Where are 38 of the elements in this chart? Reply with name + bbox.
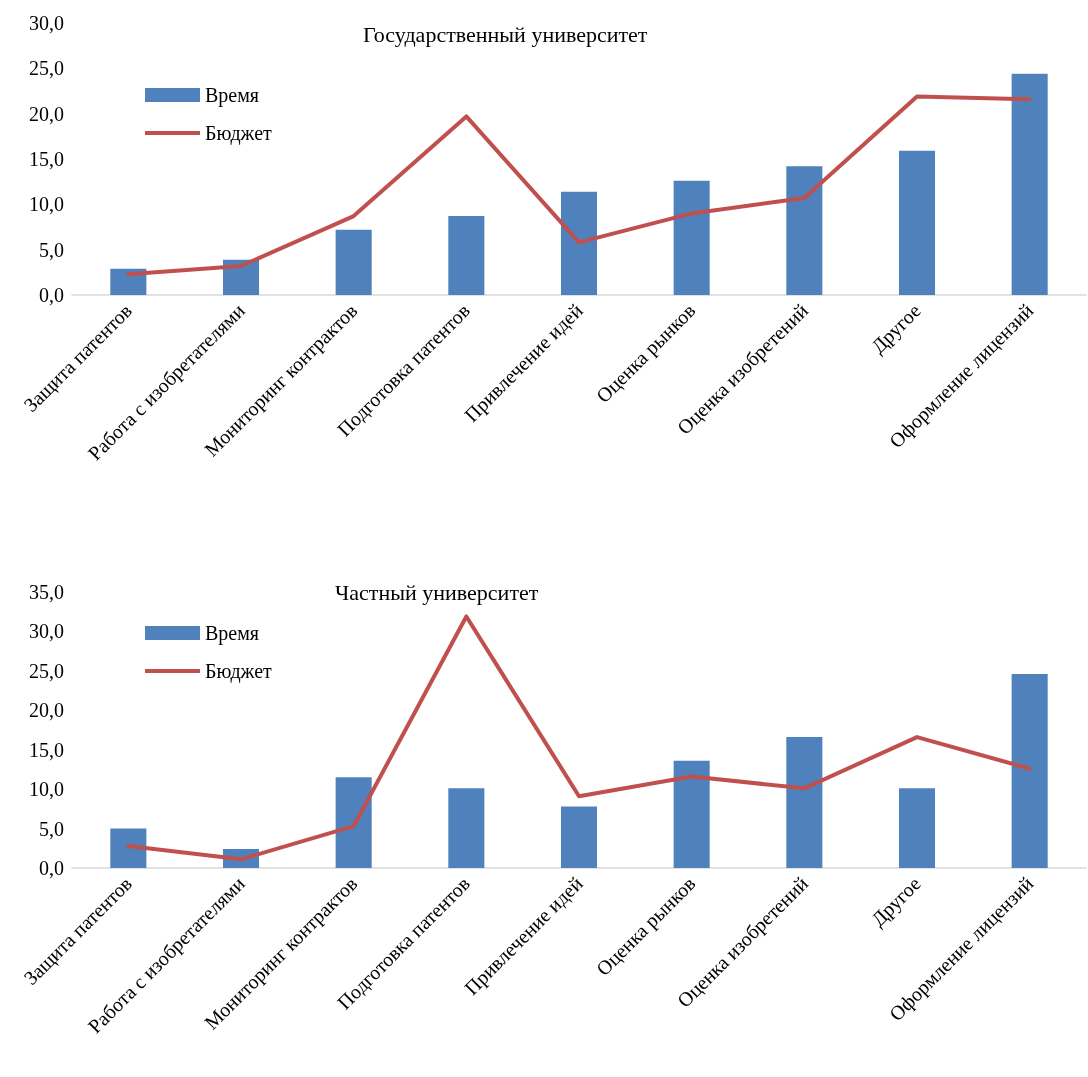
chart-title: Частный университет — [335, 579, 539, 605]
y-tick-label: 15,0 — [29, 148, 64, 170]
bar — [110, 268, 147, 295]
legend-label: Время — [205, 622, 260, 645]
bar — [898, 788, 936, 868]
y-tick-label: 30,0 — [29, 620, 64, 643]
bar — [1011, 674, 1048, 868]
bar — [1011, 73, 1048, 295]
bar — [335, 777, 372, 868]
y-tick-label: 30,0 — [29, 12, 64, 34]
y-tick-label: 20,0 — [29, 699, 64, 722]
y-tick-label: 25,0 — [29, 659, 64, 682]
bar — [110, 828, 147, 868]
bar — [560, 191, 598, 295]
bar — [448, 216, 485, 295]
legend-label: Бюджет — [205, 660, 273, 683]
bar — [448, 788, 485, 868]
y-tick-label: 5,0 — [39, 817, 64, 840]
chart-title: Государственный университет — [363, 21, 648, 47]
bar — [673, 180, 710, 295]
y-tick-label: 35,0 — [29, 581, 64, 603]
bar — [673, 760, 710, 868]
y-tick-label: 5,0 — [39, 238, 64, 261]
legend-label: Бюджет — [205, 122, 273, 145]
y-tick-label: 20,0 — [29, 102, 64, 125]
y-tick-label: 0,0 — [39, 284, 64, 306]
bar — [335, 229, 372, 295]
y-tick-label: 10,0 — [29, 193, 64, 216]
legend-label: Время — [205, 84, 260, 107]
bar — [786, 166, 823, 295]
bar — [898, 150, 936, 295]
bar — [786, 737, 823, 868]
line-series — [126, 614, 1032, 862]
y-tick-label: 0,0 — [39, 857, 64, 879]
y-tick-label: 15,0 — [29, 738, 64, 761]
y-tick-label: 10,0 — [29, 778, 64, 801]
bar — [560, 806, 598, 868]
y-tick-label: 25,0 — [29, 57, 64, 80]
